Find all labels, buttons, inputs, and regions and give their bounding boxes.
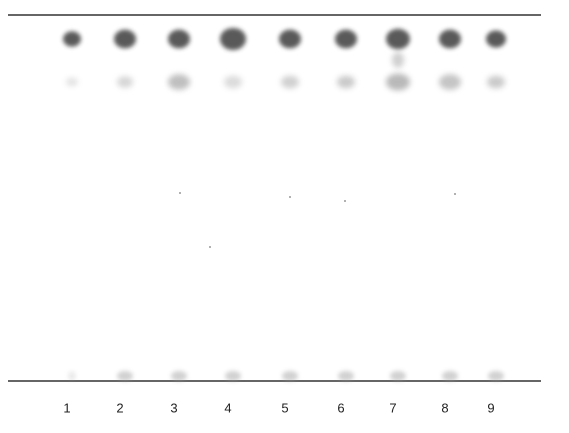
origin-spot [225, 371, 241, 381]
lane-label: 3 [170, 400, 177, 415]
top-spot [168, 30, 190, 49]
middle-spot [66, 78, 78, 86]
speck [454, 193, 456, 195]
origin-spot [338, 371, 354, 381]
middle-spot [281, 76, 299, 89]
speck [179, 192, 181, 194]
lane-label: 2 [116, 400, 123, 415]
lane-label: 1 [63, 400, 70, 415]
lane-label: 8 [441, 400, 448, 415]
lane-label: 5 [281, 400, 288, 415]
top-spot [335, 30, 357, 49]
top-spot [486, 31, 506, 48]
middle-spot [168, 74, 190, 89]
middle-spot [386, 74, 410, 91]
top-spot [63, 31, 81, 46]
tlc-plate: 1 2 3 4 5 6 7 8 9 [0, 0, 569, 433]
origin-spot [442, 371, 458, 381]
top-spot [386, 29, 410, 49]
middle-spot [439, 74, 461, 89]
middle-spot [224, 76, 242, 89]
middle-spot [337, 76, 355, 89]
lane-label: 7 [389, 400, 396, 415]
background [0, 0, 569, 433]
speck [344, 200, 346, 202]
top-spot [220, 28, 246, 50]
top-spot [439, 30, 461, 49]
speck [289, 196, 291, 198]
middle-spot [487, 76, 505, 89]
lane-label: 4 [224, 400, 231, 415]
origin-spot [488, 371, 504, 381]
lane-label: 9 [487, 400, 494, 415]
streak [392, 52, 404, 68]
speck [209, 246, 211, 248]
origin-spot [68, 371, 76, 381]
lane-label: 6 [337, 400, 344, 415]
origin-spot [282, 371, 298, 381]
middle-spot [117, 76, 133, 87]
top-spot [114, 30, 136, 49]
origin-spot [390, 371, 406, 381]
top-spot [279, 30, 301, 49]
origin-spot [171, 371, 187, 381]
origin-spot [117, 371, 133, 381]
